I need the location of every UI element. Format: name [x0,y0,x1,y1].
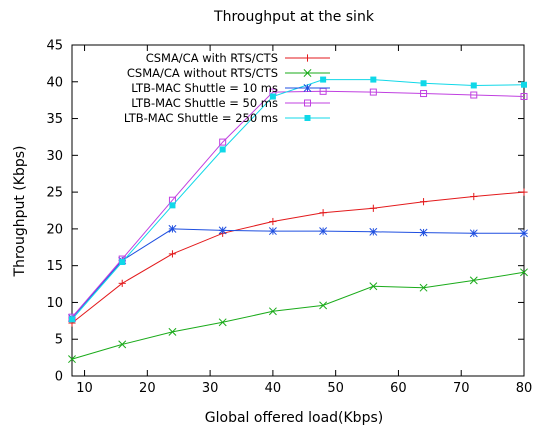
y-tick-label: 45 [46,39,63,54]
series-2 [68,268,528,364]
x-axis-ticks: 10 20 30 40 50 60 70 80 [76,45,532,396]
data-point [369,88,377,96]
data-point [169,202,176,209]
data-point [320,76,327,83]
legend-label: LTB-MAC Shuttle = 10 ms [131,81,278,95]
y-tick-label: 35 [46,112,63,127]
y-tick-label: 20 [46,222,63,237]
data-point [520,92,528,100]
y-tick-label: 15 [46,259,63,274]
data-point [68,355,76,364]
data-point [218,318,227,327]
data-point [219,138,227,146]
data-point [269,217,277,226]
data-point [520,188,528,196]
x-tick-label: 70 [453,381,470,396]
data-point [268,227,277,236]
x-axis-label: Global offered load(Kbps) [205,410,383,426]
data-point [304,99,311,107]
y-tick-label: 30 [46,149,63,164]
y-tick-label: 0 [55,370,63,385]
legend-label: CSMA/CA without RTS/CTS [127,66,278,80]
data-point [219,146,226,153]
data-point [303,84,312,92]
data-point [521,81,527,88]
legend-item: LTB-MAC Shuttle = 250 ms [124,111,330,125]
data-point [168,250,177,258]
series-line [71,191,525,324]
data-point [168,224,177,233]
x-tick-label: 10 [76,381,93,396]
data-point [470,82,477,89]
x-tick-label: 50 [327,381,344,396]
series-line [71,90,525,318]
data-point [304,115,311,121]
data-point [218,226,227,235]
data-point [168,327,177,336]
data-point [319,227,328,236]
data-point [520,268,528,277]
y-tick-label: 5 [55,333,63,348]
y-axis-label: Throughput (Kbps) [12,146,28,278]
data-point [470,91,478,99]
data-point [369,227,378,236]
legend-label: LTB-MAC Shuttle = 50 ms [131,96,278,110]
legend-item: LTB-MAC Shuttle = 50 ms [131,96,330,110]
data-point [118,340,127,349]
legend-item: LTB-MAC Shuttle = 10 ms [131,81,330,95]
data-point [419,283,428,292]
data-point [303,69,312,77]
data-point [119,258,126,265]
x-tick-label: 80 [516,381,533,396]
y-tick-label: 40 [46,75,63,90]
data-point [269,93,276,100]
x-tick-label: 60 [390,381,407,396]
series-1 [68,188,528,327]
x-tick-label: 20 [139,381,156,396]
y-axis-ticks: 0 5 10 15 20 25 30 35 40 45 [46,39,524,385]
legend-item: CSMA/CA with RTS/CTS [146,51,330,65]
series-line [71,271,525,360]
data-point [469,229,478,238]
legend-label: CSMA/CA with RTS/CTS [146,51,278,65]
data-point [469,276,478,285]
data-point [419,228,428,237]
y-tick-label: 10 [46,296,63,311]
data-point [470,192,478,201]
x-tick-label: 30 [202,381,219,396]
data-point [268,307,277,316]
data-point [369,204,377,212]
plot-frame [71,44,525,377]
data-point [370,76,377,83]
data-point [420,80,427,87]
x-tick-label: 40 [265,381,282,396]
data-point [420,90,428,98]
legend-label: LTB-MAC Shuttle = 250 ms [124,111,278,125]
data-point [369,282,378,291]
data-point [303,54,312,62]
y-tick-label: 25 [46,186,63,201]
data-point [319,209,327,217]
data-point [118,279,126,287]
data-point [520,229,528,238]
data-point [419,198,428,206]
series-3 [68,224,528,322]
data-point [319,301,328,310]
series-line [71,228,524,319]
chart-title: Throughput at the sink [213,9,375,25]
legend-item: CSMA/CA without RTS/CTS [127,66,330,80]
data-point [69,316,75,323]
